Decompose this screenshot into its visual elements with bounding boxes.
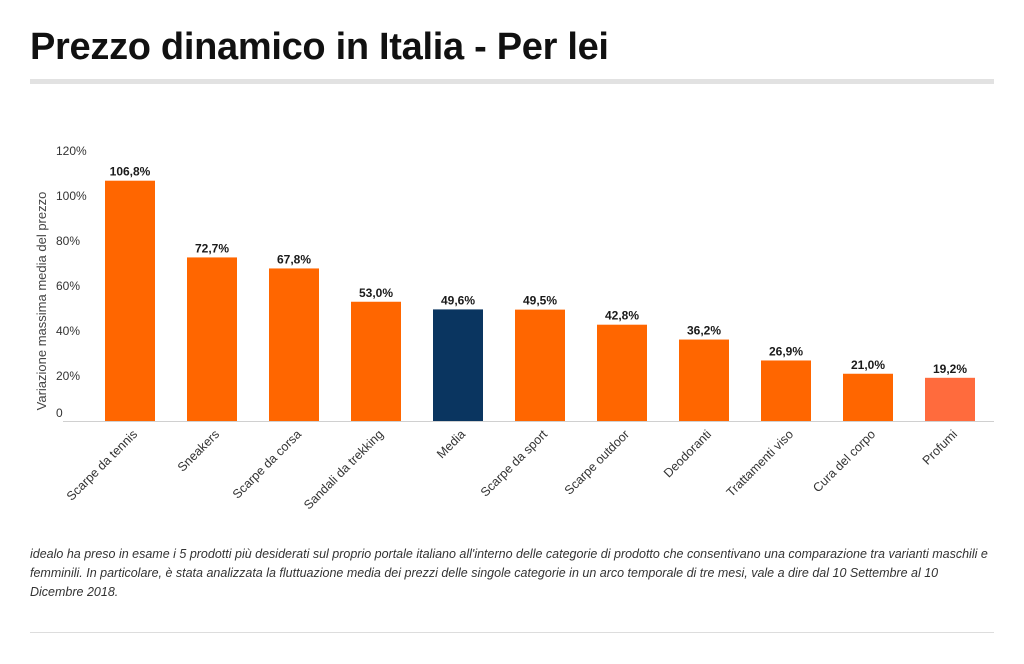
x-tick-label: Media bbox=[434, 427, 468, 461]
bar bbox=[269, 268, 319, 421]
x-tick-label: Scarpe da tennis bbox=[64, 427, 140, 503]
data-label: 53,0% bbox=[359, 286, 393, 300]
bar-chart: Variazione massima media del prezzo 0 20% 4… bbox=[34, 144, 994, 512]
bar bbox=[351, 301, 401, 421]
data-label: 72,7% bbox=[195, 241, 229, 255]
x-tick-label: Deodoranti bbox=[661, 427, 714, 480]
data-label: 42,8% bbox=[605, 309, 639, 323]
data-label: 19,2% bbox=[933, 362, 967, 376]
x-tick-label: Scarpe outdoor bbox=[562, 427, 632, 497]
x-tick-label: Profumi bbox=[920, 427, 960, 467]
bar bbox=[433, 309, 483, 421]
y-tick-label: 60% bbox=[56, 279, 80, 293]
x-tick-label: Cura del corpo bbox=[810, 427, 878, 495]
title-divider bbox=[30, 79, 994, 84]
x-tick-label: Scarpe da sport bbox=[478, 427, 551, 500]
page-title: Prezzo dinamico in Italia - Per lei bbox=[30, 26, 609, 68]
bar bbox=[515, 309, 565, 421]
y-tick-label: 40% bbox=[56, 324, 80, 338]
y-tick-label: 120% bbox=[56, 144, 87, 158]
bar bbox=[761, 360, 811, 421]
data-label: 67,8% bbox=[277, 252, 311, 266]
bar bbox=[679, 339, 729, 421]
y-tick-label: 0 bbox=[56, 406, 63, 420]
data-label: 21,0% bbox=[851, 358, 885, 372]
x-tick-label: Scarpe da corsa bbox=[230, 427, 304, 501]
bar bbox=[925, 377, 975, 421]
bar bbox=[843, 373, 893, 421]
data-label: 36,2% bbox=[687, 324, 721, 338]
footnote: idealo ha preso in esame i 5 prodotti pi… bbox=[30, 547, 988, 599]
y-tick-label: 20% bbox=[56, 369, 80, 383]
bar bbox=[105, 180, 155, 421]
bar bbox=[597, 324, 647, 421]
y-axis-title: Variazione massima media del prezzo bbox=[34, 192, 49, 411]
x-tick-label: Sandali da trekking bbox=[301, 427, 386, 512]
y-tick-label: 80% bbox=[56, 234, 80, 248]
y-tick-label: 100% bbox=[56, 189, 87, 203]
bottom-divider bbox=[30, 632, 994, 633]
x-tick-label: Sneakers bbox=[175, 427, 222, 474]
data-label: 106,8% bbox=[110, 165, 151, 179]
bar bbox=[187, 257, 237, 421]
x-tick-label: Trattamenti viso bbox=[724, 427, 796, 499]
data-label: 26,9% bbox=[769, 344, 803, 358]
data-label: 49,6% bbox=[441, 293, 475, 307]
data-label: 49,5% bbox=[523, 294, 557, 308]
